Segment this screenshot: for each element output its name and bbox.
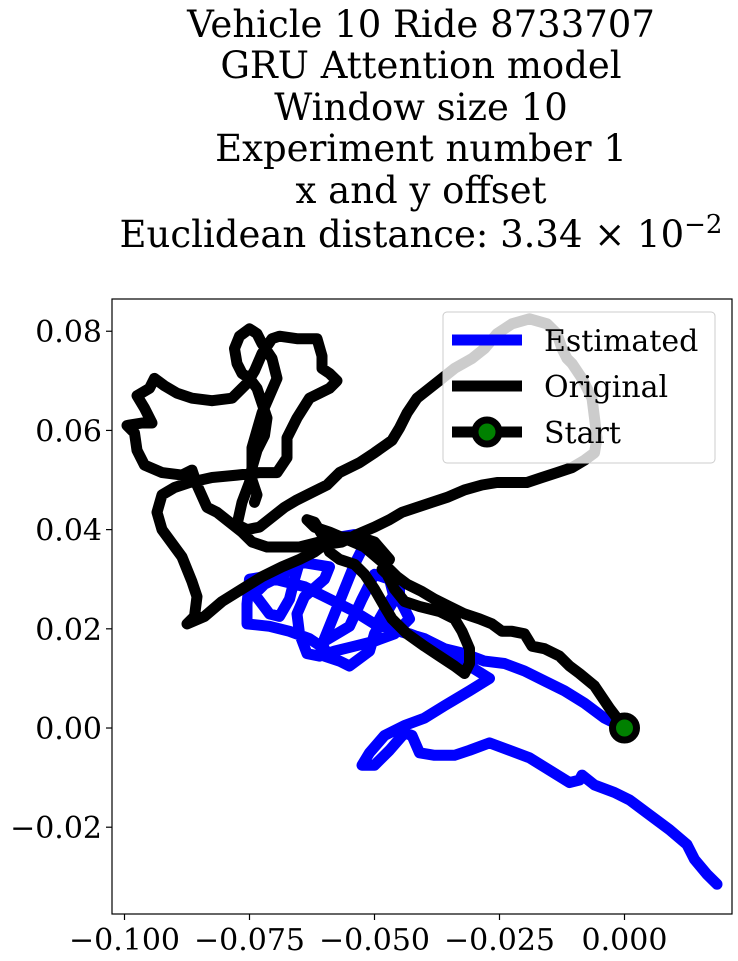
plot-frame bbox=[111, 298, 733, 915]
chart-title: Vehicle 10 Ride 8733707 GRU Attention mo… bbox=[120, 3, 723, 256]
x-tick-label: −0.075 bbox=[194, 923, 305, 958]
legend-label-estimated: Estimated bbox=[544, 324, 698, 359]
series-line-estimated bbox=[241, 529, 723, 890]
title-line-2: GRU Attention model bbox=[220, 44, 621, 87]
title-line-1: Vehicle 10 Ride 8733707 bbox=[186, 3, 655, 46]
x-tick-label: −0.050 bbox=[319, 923, 430, 958]
y-tick-label: 0.06 bbox=[35, 414, 102, 449]
legend-box bbox=[442, 311, 716, 464]
y-axis: −0.02 0.00 0.02 0.04 0.06 0.08 bbox=[10, 315, 112, 846]
y-tick-label: 0.02 bbox=[35, 613, 102, 648]
legend-start-marker bbox=[471, 416, 503, 448]
title-distance-exponent: −2 bbox=[684, 210, 722, 240]
legend-label-start: Start bbox=[544, 416, 621, 451]
y-tick-label: 0.08 bbox=[35, 315, 102, 350]
title-line-6: Euclidean distance: 3.34 × 10−2 bbox=[120, 210, 723, 256]
y-tick-label: 0.04 bbox=[35, 514, 102, 549]
legend-label-original: Original bbox=[544, 370, 668, 405]
series-line-original bbox=[121, 313, 630, 734]
start-marker-group bbox=[609, 712, 640, 744]
title-distance-text: Euclidean distance: 3.34 × 10 bbox=[120, 213, 685, 256]
series-group bbox=[121, 313, 723, 890]
x-axis: −0.100 −0.075 −0.050 −0.025 0.000 bbox=[69, 914, 667, 958]
x-tick-label: −0.100 bbox=[69, 923, 180, 958]
y-tick-label: −0.02 bbox=[10, 811, 102, 846]
y-tick-label: 0.00 bbox=[35, 712, 102, 747]
x-tick-label: −0.025 bbox=[444, 923, 555, 958]
title-line-4: Experiment number 1 bbox=[215, 127, 627, 170]
legend: Estimated Original Start bbox=[442, 311, 716, 464]
title-line-5: x and y offset bbox=[296, 169, 547, 212]
title-line-3: Window size 10 bbox=[274, 86, 568, 129]
x-tick-label: 0.000 bbox=[582, 923, 668, 958]
start-marker bbox=[609, 712, 640, 744]
